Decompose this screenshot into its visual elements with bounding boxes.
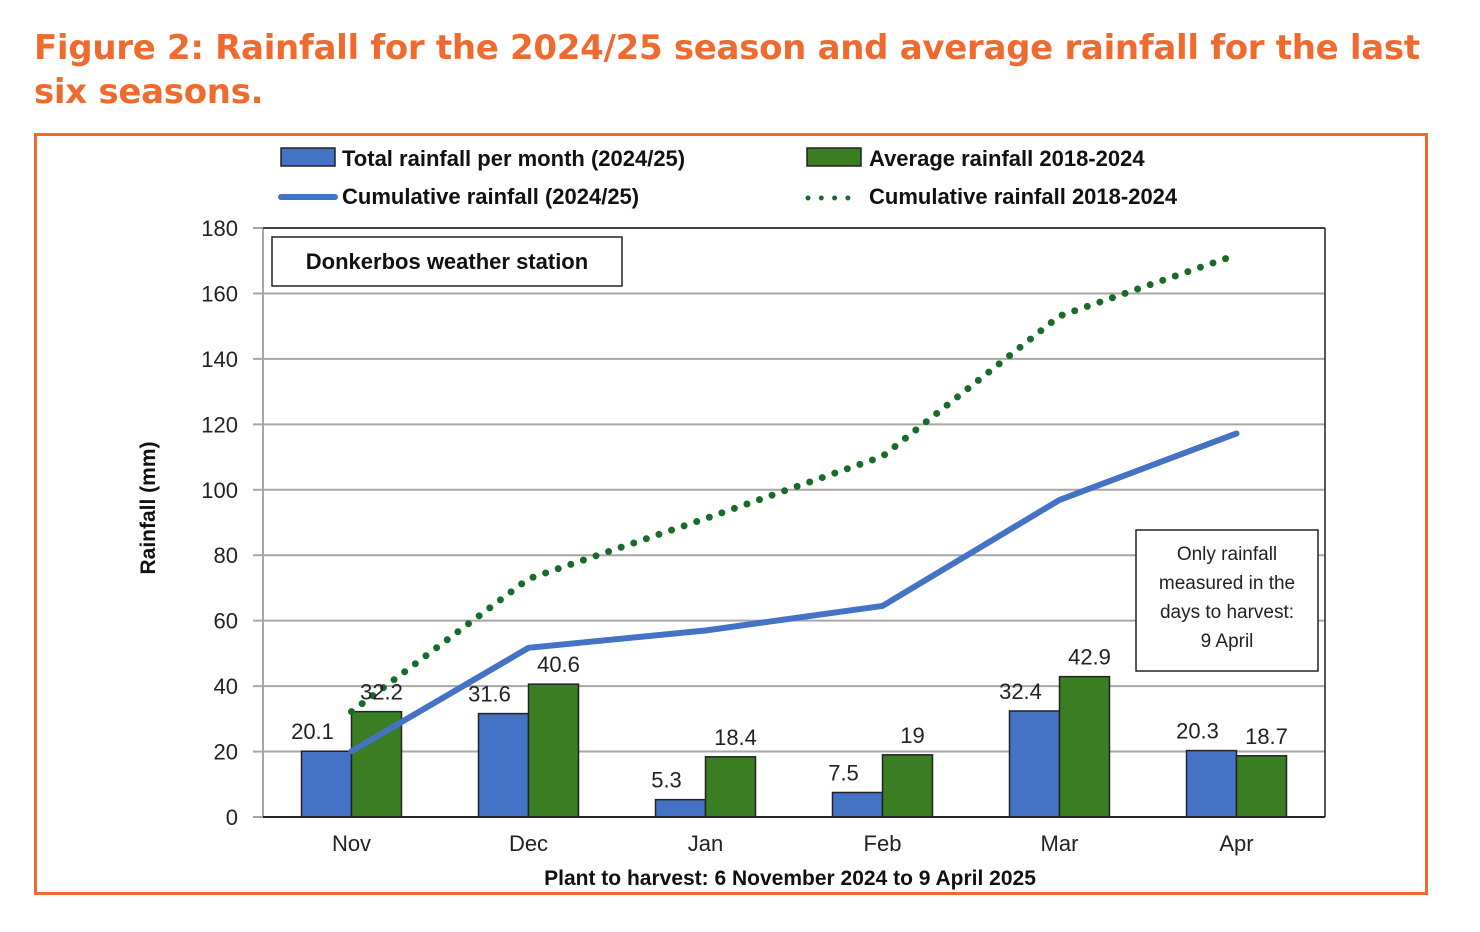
bar-average [881,754,934,818]
x-tick-label: Dec [509,831,548,856]
y-tick-label: 20 [214,740,238,765]
y-tick-label: 100 [201,478,238,503]
data-label-monthly-total: 31.6 [468,682,511,707]
bar-monthly-total [477,712,530,818]
line-cumulative [348,430,1240,755]
harvest-note-box: Only rainfall measured in the days to ha… [1135,529,1319,672]
harvest-note-line-1: Only rainfall [1177,544,1277,565]
bar-monthly-total [831,791,884,818]
x-tick-label: Apr [1219,831,1253,856]
chart-frame [34,133,1428,895]
legend-swatch-average [806,147,862,167]
bar-monthly-total [300,750,353,818]
harvest-note-line-4: 9 April [1201,631,1254,652]
data-label-average: 40.6 [537,652,580,677]
bar-monthly-total [654,798,707,818]
legend-label-monthly-total: Total rainfall per month (2024/25) [342,146,685,171]
data-label-monthly-total: 32.4 [999,679,1042,704]
figure-title: Figure 2: Rainfall for the 2024/25 seaso… [34,28,1420,112]
bar-monthly-total [1185,749,1238,818]
x-axis-ticks: Nov Dec Jan Feb Mar Apr [332,831,1254,856]
series-lines [348,251,1240,755]
data-label-average: 19 [900,723,924,748]
y-tick-label: 180 [201,216,238,241]
legend-label-cumulative-average: Cumulative rainfall 2018-2024 [869,184,1178,209]
y-tick-label: 60 [214,609,238,634]
y-tick-label: 120 [201,412,238,437]
line-cumulative-average [348,251,1240,716]
y-axis-ticks: 0 20 40 60 80 100 120 140 160 180 [201,216,263,830]
harvest-note-line-3: days to harvest: [1160,602,1294,623]
axes [262,227,1326,818]
legend: Total rainfall per month (2024/25) Avera… [278,146,1178,209]
x-tick-label: Nov [332,831,371,856]
bar-average [1058,675,1111,818]
data-label-monthly-total: 7.5 [828,760,859,785]
x-axis-title: Plant to harvest: 6 November 2024 to 9 A… [544,867,1036,890]
x-tick-label: Jan [688,831,723,856]
legend-label-average: Average rainfall 2018-2024 [869,146,1145,171]
x-tick-label: Mar [1041,831,1079,856]
y-tick-label: 140 [201,347,238,372]
bar-average [1235,755,1288,818]
data-label-monthly-total: 5.3 [651,768,682,793]
data-label-average: 42.9 [1068,645,1111,670]
bar-average [527,683,580,818]
data-label-average: 18.7 [1245,724,1288,749]
y-tick-label: 40 [214,674,238,699]
station-label-box: Donkerbos weather station [271,236,623,287]
y-axis-title: Rainfall (mm) [137,441,160,574]
data-label-average: 32.2 [360,680,403,705]
data-label-monthly-total: 20.1 [291,719,334,744]
harvest-note-line-2: measured in the [1159,573,1295,594]
y-tick-label: 160 [201,281,238,306]
bar-average [704,756,757,818]
bar-data-labels: 20.1 32.2 31.6 40.6 5.3 18.4 7.5 19 32.4 42.9 20.3… [291,645,1288,793]
data-label-monthly-total: 20.3 [1176,719,1219,744]
data-label-average: 18.4 [714,725,757,750]
bar-monthly-total [1008,710,1061,818]
gridlines [263,227,1325,753]
legend-swatch-monthly-total [280,147,336,167]
y-tick-label: 80 [214,543,238,568]
x-tick-label: Feb [864,831,902,856]
y-tick-label: 0 [226,805,238,830]
bars [300,675,1288,818]
legend-label-cumulative: Cumulative rainfall (2024/25) [342,184,639,209]
station-label: Donkerbos weather station [306,249,588,274]
